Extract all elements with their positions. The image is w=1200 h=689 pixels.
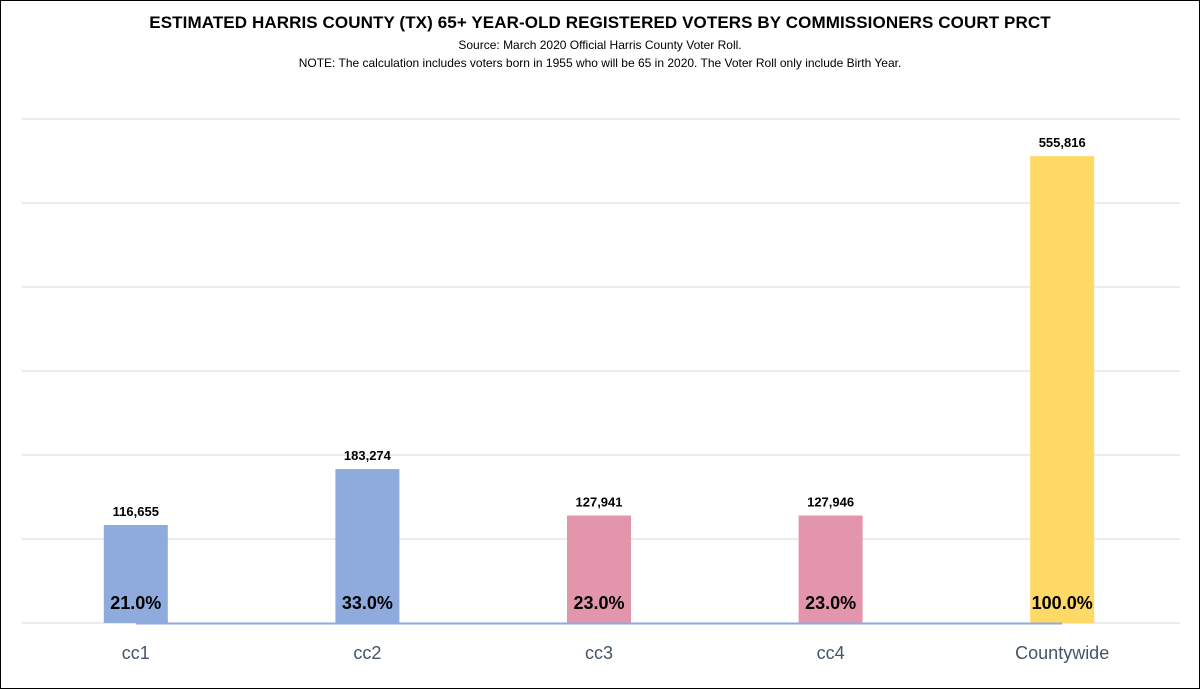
category-label: cc3: [585, 643, 613, 663]
chart-note: NOTE: The calculation includes voters bo…: [298, 56, 902, 70]
chart-subtitle: Source: March 2020 Official Harris Count…: [458, 38, 742, 52]
value-label: 183,274: [344, 448, 392, 463]
percent-label: 23.0%: [805, 593, 856, 613]
bar-cc1: [103, 525, 168, 623]
value-label: 555,816: [1039, 135, 1086, 150]
bar-countywide: [1030, 156, 1095, 623]
bar-cc4: [798, 515, 863, 623]
value-label: 127,941: [576, 495, 623, 510]
value-label: 116,655: [113, 504, 159, 519]
chart-title: ESTIMATED HARRIS COUNTY (TX) 65+ YEAR-OL…: [149, 13, 1051, 32]
category-label: Countywide: [1015, 643, 1109, 663]
category-label: cc1: [122, 643, 150, 663]
bar-cc2: [335, 469, 400, 623]
percent-label: 21.0%: [110, 593, 161, 613]
bar-cc3: [567, 515, 631, 623]
category-label: cc2: [353, 643, 381, 663]
value-label: 127,946: [807, 495, 854, 510]
percent-label: 33.0%: [342, 593, 393, 613]
percent-label: 23.0%: [573, 593, 624, 613]
percent-label: 100.0%: [1032, 593, 1093, 613]
category-label: cc4: [817, 643, 845, 663]
